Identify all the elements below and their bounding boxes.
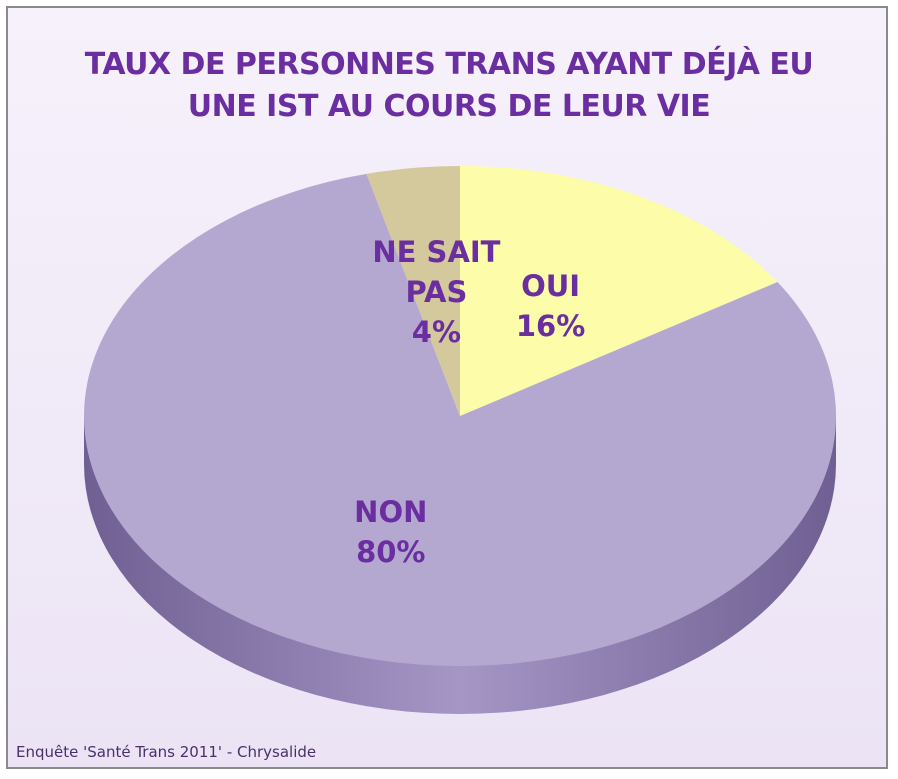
pie-slice — [460, 166, 778, 416]
slice-label: NON 80% — [321, 492, 461, 572]
value-label: 80% — [356, 535, 426, 570]
category-label: OUI — [521, 269, 581, 304]
pie-slice — [83, 173, 836, 667]
chart-frame: TAUX DE PERSONNES TRANS AYANT DÉJÀ EU UN… — [6, 6, 888, 769]
value-label: 4% — [411, 314, 462, 349]
source-note: Enquête 'Santé Trans 2011' - Chrysalide — [16, 743, 317, 761]
slice-label: OUI 16% — [481, 266, 621, 346]
category-label: NE SAIT PAS — [372, 234, 501, 309]
slice-label: NE SAIT PAS 4% — [366, 232, 506, 352]
value-label: 16% — [515, 309, 586, 344]
pie-slice — [366, 166, 460, 416]
category-label: NON — [354, 495, 428, 530]
chart — [83, 166, 836, 714]
chart-title: TAUX DE PERSONNES TRANS AYANT DÉJÀ EU UN… — [84, 47, 814, 124]
